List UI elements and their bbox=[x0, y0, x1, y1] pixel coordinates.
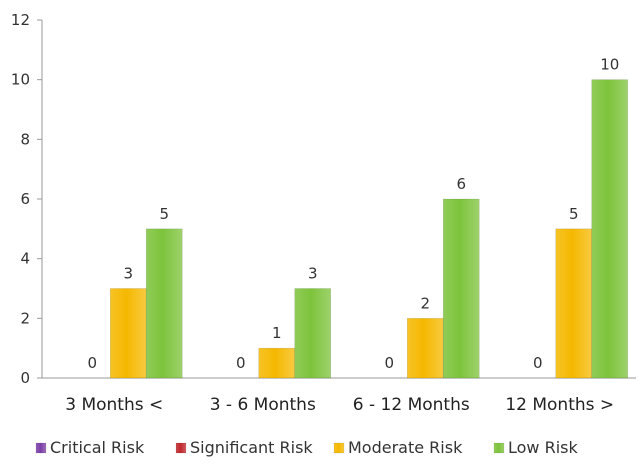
bar bbox=[258, 347, 296, 379]
category-label: 6 - 12 Months bbox=[353, 395, 470, 415]
legend-label: Low Risk bbox=[508, 438, 578, 457]
legend-label: Critical Risk bbox=[50, 438, 145, 457]
legend-swatch bbox=[175, 442, 187, 454]
bars bbox=[109, 79, 629, 379]
bar bbox=[406, 318, 444, 379]
y-tick-label: 12 bbox=[11, 11, 30, 29]
category-label: 12 Months > bbox=[505, 395, 614, 415]
y-tick-label: 8 bbox=[20, 130, 30, 148]
bar bbox=[591, 79, 629, 379]
data-label: 0 bbox=[384, 354, 394, 372]
legend-swatch bbox=[333, 442, 345, 454]
y-tick-label: 0 bbox=[20, 369, 30, 387]
bar bbox=[294, 288, 332, 379]
y-tick-label: 6 bbox=[20, 190, 30, 208]
legend-swatch bbox=[493, 442, 505, 454]
y-tick-label: 2 bbox=[20, 309, 30, 327]
data-label: 6 bbox=[456, 175, 466, 193]
data-label: 3 bbox=[308, 265, 318, 283]
legend-swatch bbox=[35, 442, 47, 454]
category-labels: 3 Months < 3 - 6 Months 6 - 12 Months 12 Mo… bbox=[65, 395, 614, 415]
legend-label: Significant Risk bbox=[190, 438, 313, 457]
data-label: 5 bbox=[159, 205, 169, 223]
data-label: 10 bbox=[600, 56, 619, 74]
bar bbox=[555, 228, 593, 379]
data-label: 3 bbox=[123, 265, 133, 283]
bar bbox=[109, 288, 147, 379]
category-label: 3 Months < bbox=[65, 395, 163, 415]
bar bbox=[442, 198, 480, 379]
legend: Critical Risk Significant Risk Moderate Ri… bbox=[35, 438, 578, 457]
legend-label: Moderate Risk bbox=[348, 438, 463, 457]
data-label: 0 bbox=[87, 354, 97, 372]
data-labels: 0 3 5 0 1 3 0 2 6 0 5 10 bbox=[87, 56, 619, 372]
bar bbox=[145, 228, 183, 379]
data-label: 1 bbox=[272, 324, 282, 342]
data-label: 5 bbox=[569, 205, 579, 223]
category-label: 3 - 6 Months bbox=[210, 395, 316, 415]
data-label: 0 bbox=[533, 354, 543, 372]
y-axis: 0 2 4 6 8 10 12 bbox=[11, 11, 43, 387]
y-tick-label: 10 bbox=[11, 71, 30, 89]
y-tick-label: 4 bbox=[20, 250, 30, 268]
data-label: 2 bbox=[420, 294, 430, 312]
data-label: 0 bbox=[236, 354, 246, 372]
